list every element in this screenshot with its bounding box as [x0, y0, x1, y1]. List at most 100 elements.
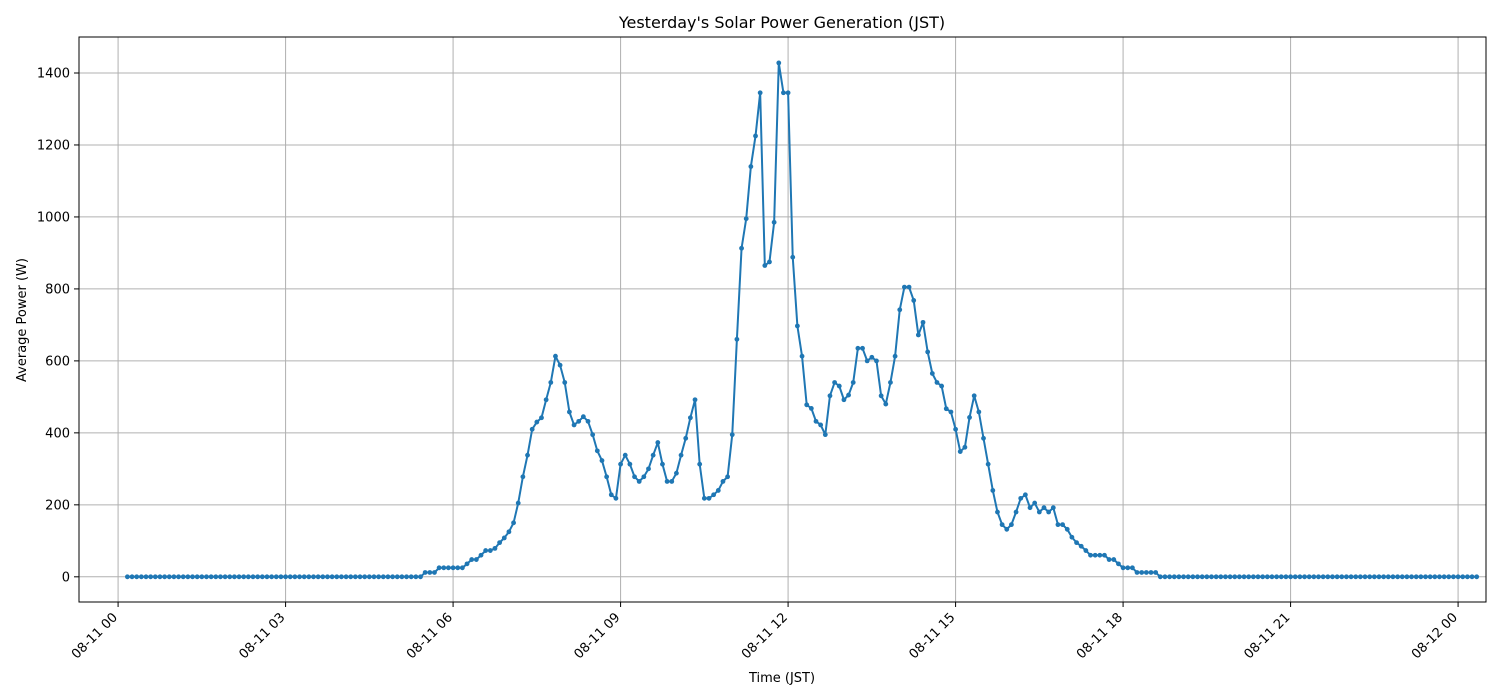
data-point [311, 574, 316, 580]
data-point [739, 245, 744, 251]
data-point [1399, 574, 1405, 580]
data-point [529, 426, 535, 432]
data-point [1018, 495, 1024, 501]
data-point [152, 574, 158, 580]
data-point [241, 574, 247, 580]
data-point [334, 574, 340, 580]
data-point [1223, 574, 1228, 580]
data-point [1069, 534, 1075, 540]
data-point [1088, 552, 1093, 558]
data-point [245, 574, 251, 580]
data-point [990, 488, 996, 493]
data-point [1316, 574, 1321, 580]
data-point [1199, 574, 1205, 580]
data-point [539, 415, 544, 421]
data-point [869, 354, 875, 360]
data-point [506, 529, 512, 535]
data-point [683, 435, 689, 441]
data-point [762, 263, 768, 268]
data-point [1353, 574, 1359, 580]
data-point [1218, 574, 1224, 580]
data-point [306, 574, 312, 580]
data-point [776, 60, 782, 66]
data-point [543, 397, 549, 403]
data-point [446, 565, 451, 571]
data-point [715, 488, 721, 493]
data-point [473, 557, 479, 562]
data-point [148, 574, 154, 580]
data-point [743, 216, 749, 222]
data-point [729, 432, 735, 438]
data-point [464, 561, 470, 567]
data-point [138, 574, 144, 580]
y-tick-label: 400 [45, 426, 70, 441]
data-point [804, 402, 810, 408]
data-point [594, 448, 600, 454]
data-point [1097, 552, 1103, 558]
data-point [208, 574, 214, 580]
data-point [343, 574, 349, 580]
data-point [143, 574, 149, 580]
x-tick-label: 08-12 00 [1409, 610, 1461, 662]
data-point [1116, 561, 1121, 567]
data-point [962, 444, 968, 450]
data-point [785, 90, 791, 96]
data-point [441, 565, 447, 571]
data-point [222, 574, 228, 580]
data-point [1302, 574, 1307, 580]
data-point [1009, 522, 1014, 528]
data-point [376, 574, 382, 580]
data-point [1153, 570, 1159, 575]
data-point [1190, 574, 1196, 580]
data-point [1423, 574, 1428, 580]
data-point [1404, 574, 1410, 580]
data-point [422, 570, 428, 575]
data-point [1074, 540, 1079, 546]
data-point [1357, 574, 1363, 580]
data-point [580, 414, 586, 420]
data-point [297, 574, 302, 580]
data-point [515, 500, 521, 506]
data-point [808, 405, 814, 411]
data-point [166, 574, 172, 580]
data-point [478, 552, 484, 558]
data-point [636, 479, 642, 484]
data-point [483, 548, 489, 553]
data-point [883, 401, 889, 407]
data-point [1246, 574, 1252, 580]
data-point [627, 461, 633, 467]
data-point [850, 380, 856, 385]
data-point [1046, 509, 1052, 515]
data-point [1064, 526, 1070, 532]
data-point [301, 574, 307, 580]
data-point [1055, 522, 1061, 528]
data-point [1060, 522, 1065, 528]
data-point [1181, 574, 1186, 580]
data-point [1260, 574, 1266, 580]
data-point [194, 574, 200, 580]
data-point [1209, 574, 1214, 580]
data-point [1129, 565, 1135, 571]
data-point [273, 574, 279, 580]
data-point [855, 345, 861, 351]
data-point [1283, 574, 1289, 580]
data-point [939, 383, 945, 389]
data-point [911, 298, 917, 303]
y-tick-label: 0 [62, 570, 70, 585]
data-point [734, 336, 740, 342]
data-point [832, 380, 838, 385]
data-point [599, 458, 605, 463]
data-point [1418, 574, 1424, 580]
data-point [674, 470, 679, 476]
data-point [1390, 574, 1396, 580]
data-point [906, 284, 912, 290]
data-point [469, 557, 475, 562]
data-point [1176, 574, 1182, 580]
data-point [1125, 565, 1131, 571]
data-point [781, 90, 786, 96]
data-point [799, 353, 805, 359]
data-point [999, 522, 1005, 528]
data-point [1278, 574, 1284, 580]
data-point [134, 574, 140, 580]
